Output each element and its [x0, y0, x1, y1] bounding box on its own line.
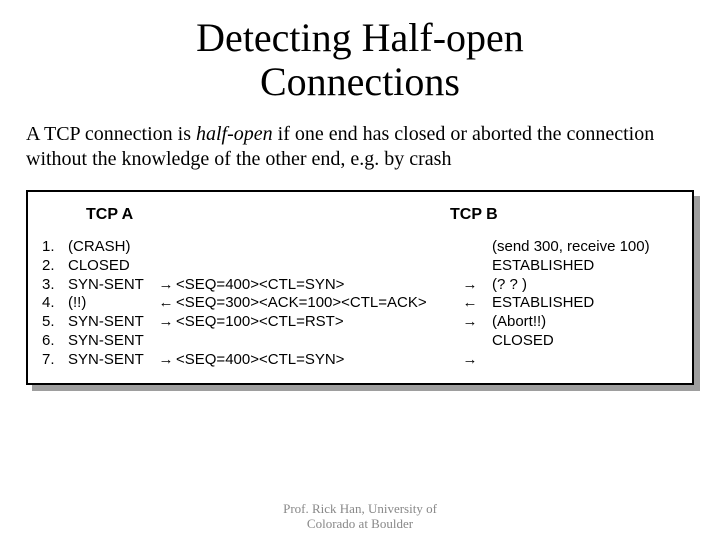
row-message	[176, 257, 460, 276]
sequence-row: 2. CLOSED ESTABLISHED	[42, 257, 678, 276]
row-side-a: (!!)	[68, 294, 156, 313]
sequence-panel: TCP A TCP B 1. (CRASH) (send 300, receiv…	[26, 190, 694, 385]
row-arrow-1	[156, 257, 176, 276]
row-side-b: ESTABLISHED	[480, 294, 678, 313]
row-side-b: (Abort!!)	[480, 313, 678, 332]
row-arrow-2: →	[460, 313, 480, 332]
row-side-a: SYN-SENT	[68, 276, 156, 295]
sequence-row: 4. (!!) ← <SEQ=300><ACK=100><CTL=ACK> ← …	[42, 294, 678, 313]
footer-line-2: Colorado at Boulder	[307, 516, 413, 531]
row-arrow-2: ←	[460, 294, 480, 313]
column-header-a: TCP A	[42, 206, 450, 224]
row-number: 6.	[42, 332, 68, 351]
title-line-2: Connections	[260, 59, 460, 104]
row-arrow-1: →	[156, 276, 176, 295]
column-header-b: TCP B	[450, 206, 498, 224]
row-arrow-2	[460, 257, 480, 276]
row-arrow-2	[460, 238, 480, 257]
row-arrow-1: →	[156, 313, 176, 332]
row-side-b: ESTABLISHED	[480, 257, 678, 276]
row-side-b: (? ? )	[480, 276, 678, 295]
row-message: <SEQ=300><ACK=100><CTL=ACK>	[176, 294, 460, 313]
row-message: <SEQ=100><CTL=RST>	[176, 313, 460, 332]
intro-pre: A TCP connection is	[26, 123, 196, 145]
row-side-b: CLOSED	[480, 332, 678, 351]
row-number: 7.	[42, 351, 68, 370]
intro-emphasis: half-open	[196, 123, 273, 145]
row-number: 2.	[42, 257, 68, 276]
row-number: 1.	[42, 238, 68, 257]
row-message: <SEQ=400><CTL=SYN>	[176, 351, 460, 370]
row-arrow-1	[156, 238, 176, 257]
row-side-b: (send 300, receive 100)	[480, 238, 678, 257]
row-arrow-2	[460, 332, 480, 351]
sequence-rows: 1. (CRASH) (send 300, receive 100) 2. CL…	[42, 238, 678, 369]
row-arrow-1	[156, 332, 176, 351]
sequence-row: 5. SYN-SENT → <SEQ=100><CTL=RST> → (Abor…	[42, 313, 678, 332]
row-side-a: CLOSED	[68, 257, 156, 276]
row-arrow-1: →	[156, 351, 176, 370]
row-arrow-2: →	[460, 351, 480, 370]
sequence-row: 1. (CRASH) (send 300, receive 100)	[42, 238, 678, 257]
slide-footer: Prof. Rick Han, University of Colorado a…	[0, 501, 720, 532]
slide-title: Detecting Half-open Connections	[0, 0, 720, 104]
row-message	[176, 332, 460, 351]
intro-paragraph: A TCP connection is half-open if one end…	[0, 104, 720, 172]
row-side-a: SYN-SENT	[68, 351, 156, 370]
row-arrow-1: ←	[156, 294, 176, 313]
panel-header-row: TCP A TCP B	[42, 206, 678, 224]
sequence-row: 3. SYN-SENT → <SEQ=400><CTL=SYN> → (? ? …	[42, 276, 678, 295]
row-side-b	[480, 351, 678, 370]
row-message: <SEQ=400><CTL=SYN>	[176, 276, 460, 295]
sequence-row: 6. SYN-SENT CLOSED	[42, 332, 678, 351]
title-line-1: Detecting Half-open	[196, 15, 524, 60]
row-message	[176, 238, 460, 257]
row-arrow-2: →	[460, 276, 480, 295]
row-side-a: SYN-SENT	[68, 332, 156, 351]
row-side-a: SYN-SENT	[68, 313, 156, 332]
row-number: 3.	[42, 276, 68, 295]
sequence-panel-wrap: TCP A TCP B 1. (CRASH) (send 300, receiv…	[26, 190, 694, 385]
sequence-row: 7. SYN-SENT → <SEQ=400><CTL=SYN> →	[42, 351, 678, 370]
row-number: 4.	[42, 294, 68, 313]
row-side-a: (CRASH)	[68, 238, 156, 257]
row-number: 5.	[42, 313, 68, 332]
footer-line-1: Prof. Rick Han, University of	[283, 501, 437, 516]
